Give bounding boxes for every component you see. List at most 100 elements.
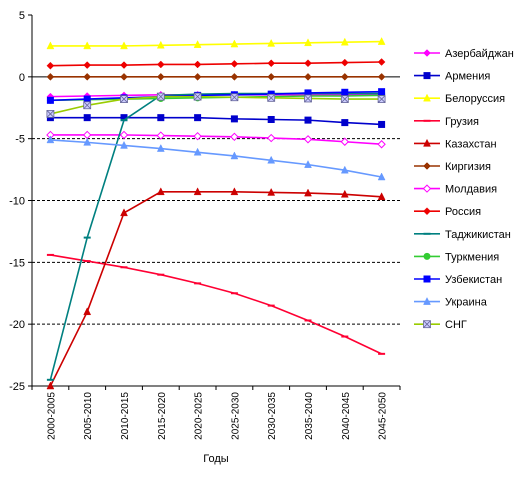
data-point: [304, 160, 312, 168]
y-tick-label: 0: [19, 72, 25, 84]
data-point: [46, 135, 55, 144]
data-point: [377, 95, 386, 103]
data-point: [378, 120, 386, 128]
legend-label: Узбекистан: [445, 274, 502, 286]
x-tick-label: 2015-2020: [157, 392, 168, 440]
series-line: [49, 191, 382, 387]
data-point: [46, 381, 55, 390]
data-point: [267, 72, 276, 81]
data-point: [340, 37, 349, 46]
legend-marker: [423, 138, 431, 147]
data-point: [230, 151, 239, 160]
y-tick-label: -25: [9, 381, 25, 393]
data-point: [83, 137, 92, 146]
series-line: [50, 40, 382, 47]
series-7: [46, 130, 386, 149]
series-lines: [46, 37, 386, 390]
legend-item: Азербайджан: [414, 48, 514, 60]
legend-item: Казахстан: [414, 138, 497, 150]
data-point: [267, 93, 276, 102]
y-tick-label: 5: [19, 10, 25, 22]
legend-item: Киргизия: [414, 161, 491, 173]
data-point: [267, 187, 276, 196]
series-line: [50, 134, 382, 146]
data-point: [193, 92, 202, 101]
data-point: [83, 41, 92, 50]
legend-label: Армения: [445, 71, 490, 83]
data-point: [193, 72, 202, 81]
legend-label: Украина: [445, 297, 488, 309]
x-tick-label: 2020-2025: [194, 392, 205, 440]
data-point: [267, 38, 276, 47]
y-tick-label: -5: [15, 134, 25, 146]
legend-marker: [423, 252, 431, 260]
legend-item: Украина: [414, 297, 488, 309]
data-point: [120, 208, 128, 217]
data-point: [46, 110, 55, 118]
legend-marker: [422, 184, 432, 193]
legend-item: СНГ: [414, 319, 467, 331]
series-line: [50, 254, 382, 355]
legend-label: Россия: [445, 206, 481, 218]
data-point: [377, 172, 386, 181]
series-5: [46, 187, 386, 390]
data-point: [156, 187, 165, 196]
data-point: [194, 114, 202, 122]
data-point: [83, 307, 92, 316]
legend-label: Киргизия: [445, 161, 491, 173]
data-point: [46, 41, 55, 50]
data-point: [341, 119, 349, 127]
data-point: [230, 187, 239, 196]
legend-marker: [423, 275, 431, 283]
data-point: [377, 58, 386, 66]
series-12: [46, 135, 386, 181]
data-point: [304, 72, 312, 81]
x-tick-label: 2030-2035: [267, 392, 278, 440]
data-point: [230, 39, 239, 48]
legend-marker: [423, 49, 431, 57]
series-8: [46, 58, 386, 70]
data-point: [230, 132, 239, 142]
data-point: [156, 40, 165, 49]
data-point: [304, 38, 312, 47]
series-4: [46, 253, 386, 355]
data-point: [266, 133, 276, 143]
x-tick-label: 2045-2050: [378, 392, 389, 440]
data-point: [82, 130, 92, 140]
series-3: [46, 37, 386, 50]
legend-label: Грузия: [445, 116, 479, 128]
y-tick-label: -10: [9, 196, 25, 208]
data-point: [304, 116, 312, 124]
series-line: [49, 92, 382, 381]
series-2: [46, 114, 386, 128]
data-point: [267, 59, 276, 68]
legend-item: Туркмения: [414, 251, 499, 263]
data-point: [377, 72, 386, 81]
legend: Азербайджан Армения Белоруссия Грузия Казахс…: [414, 48, 514, 331]
series-line: [50, 95, 382, 115]
legend-marker: [423, 207, 431, 216]
legend-label: Белоруссия: [445, 93, 505, 105]
x-tick-label: 2010-2015: [120, 392, 131, 440]
data-point: [120, 140, 128, 149]
data-point: [193, 60, 202, 69]
data-point: [377, 37, 386, 45]
data-point: [340, 95, 349, 103]
data-point: [340, 58, 349, 67]
legend-label: Молдавия: [445, 184, 497, 196]
data-point: [156, 72, 165, 81]
legend-item: Молдавия: [414, 184, 497, 196]
data-point: [156, 92, 165, 101]
data-point: [193, 131, 202, 141]
legend-label: Таджикистан: [445, 229, 511, 241]
data-point: [83, 72, 92, 81]
data-point: [83, 101, 92, 110]
data-point: [230, 72, 239, 81]
data-point: [304, 59, 312, 68]
data-point: [83, 114, 91, 122]
y-tick-label: -15: [9, 257, 25, 269]
data-point: [83, 61, 92, 69]
data-point: [230, 93, 239, 102]
data-point: [303, 135, 313, 144]
